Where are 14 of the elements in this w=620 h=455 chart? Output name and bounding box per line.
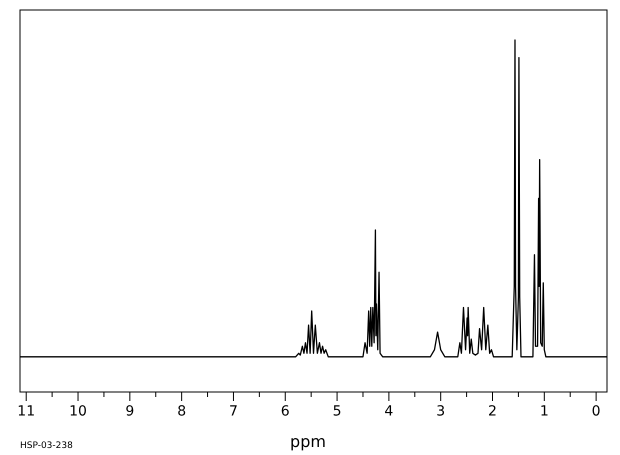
x-tick-label: 7 <box>228 404 238 420</box>
x-tick-label: 10 <box>69 404 87 420</box>
x-tick-label: 5 <box>332 404 342 420</box>
x-tick-label: 6 <box>280 404 290 420</box>
x-tick-label: 3 <box>436 404 446 420</box>
x-tick-label: 9 <box>125 404 134 420</box>
x-tick-label: 1 <box>540 404 549 420</box>
x-tick-label: 8 <box>177 404 186 420</box>
x-tick-label: 11 <box>17 404 36 420</box>
x-tick-label: 4 <box>384 404 394 420</box>
x-axis-title: ppm <box>290 432 326 451</box>
x-tick-label: 2 <box>488 404 497 420</box>
text: HSP-03-238 <box>20 441 74 451</box>
x-tick-label: 0 <box>592 404 601 420</box>
